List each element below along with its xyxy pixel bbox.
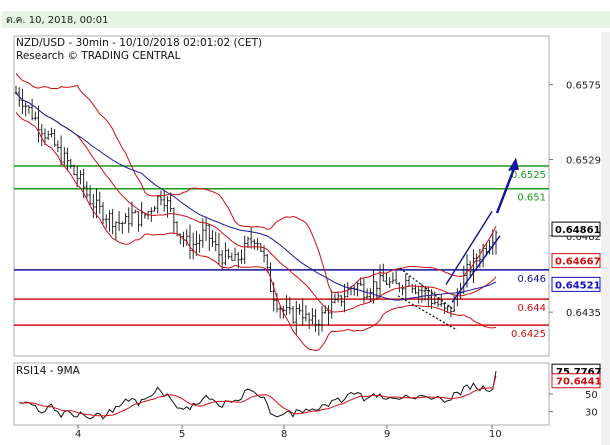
price-tag-box bbox=[551, 253, 601, 269]
rsi-tick-label: 30 bbox=[585, 408, 598, 419]
y-tick-label: 0.6435 bbox=[566, 308, 601, 319]
chart-subtitle: Research © TRADING CENTRAL bbox=[16, 50, 181, 62]
level-label: 0.651 bbox=[517, 193, 546, 204]
rsi-title: RSI14 - 9MA bbox=[16, 365, 81, 377]
chart-title: NZD/USD - 30min - 10/10/2018 02:01:02 (C… bbox=[16, 37, 262, 49]
bollinger-upper bbox=[15, 73, 497, 294]
moving-average-fast bbox=[15, 92, 497, 313]
vertical-scrollbar[interactable] bbox=[601, 32, 610, 445]
price-tag-label: 0.64521 bbox=[555, 280, 601, 291]
overlays bbox=[15, 73, 519, 352]
price-tag-box bbox=[551, 221, 601, 237]
falling-channel-lower bbox=[397, 295, 458, 331]
rsi-lines bbox=[19, 371, 497, 420]
x-tick-label: 4 bbox=[75, 429, 81, 440]
rsi-ma-value-label: 70.6441 bbox=[556, 377, 602, 388]
y-tick-label: 0.6482 bbox=[566, 232, 601, 243]
x-tick-label: 10 bbox=[489, 429, 502, 440]
level-label: 0.646 bbox=[517, 274, 546, 285]
x-axis-ticks: 4 5 8 9 10 bbox=[75, 425, 502, 440]
y-tick-label: 0.6575 bbox=[566, 81, 601, 92]
date-label: ต.ค. 10, 2018, 00:01 bbox=[6, 15, 109, 26]
x-tick-label: 5 bbox=[179, 429, 185, 440]
falling-channel-upper bbox=[399, 267, 456, 311]
x-tick-label: 9 bbox=[384, 429, 390, 440]
date-strip bbox=[2, 11, 610, 28]
rsi-ma-line bbox=[19, 375, 497, 417]
top-bar: ต.ค. 10, 2018, 00:01 bbox=[0, 0, 610, 30]
rsi-tick-label: 50 bbox=[585, 390, 598, 401]
y-tick-label: 0.6529 bbox=[566, 155, 601, 166]
rsi-value-label: 75.7767 bbox=[556, 367, 602, 378]
price-tag-label: 0.64861 bbox=[555, 225, 601, 236]
projection-arrow-head bbox=[508, 157, 519, 171]
moving-average-slow bbox=[15, 92, 497, 301]
price-tags: 0.64861 0.64667 0.64521 bbox=[551, 221, 601, 292]
price-tag-label: 0.64667 bbox=[555, 257, 601, 268]
level-label: 0.6525 bbox=[511, 170, 546, 181]
projection-arrow-shaft bbox=[495, 168, 516, 214]
channel-upper bbox=[445, 211, 493, 285]
channel-lower bbox=[451, 235, 501, 303]
level-label: 0.644 bbox=[517, 303, 546, 314]
rsi-ma-value-tag bbox=[551, 373, 601, 389]
level-lines: 0.6525 0.651 0.646 0.644 0.6425 bbox=[14, 165, 549, 340]
x-tick-label: 8 bbox=[281, 429, 287, 440]
level-label: 0.6425 bbox=[511, 329, 546, 340]
price-tag-box bbox=[551, 276, 601, 292]
candles bbox=[14, 85, 498, 336]
main-panel-frame bbox=[13, 35, 550, 357]
